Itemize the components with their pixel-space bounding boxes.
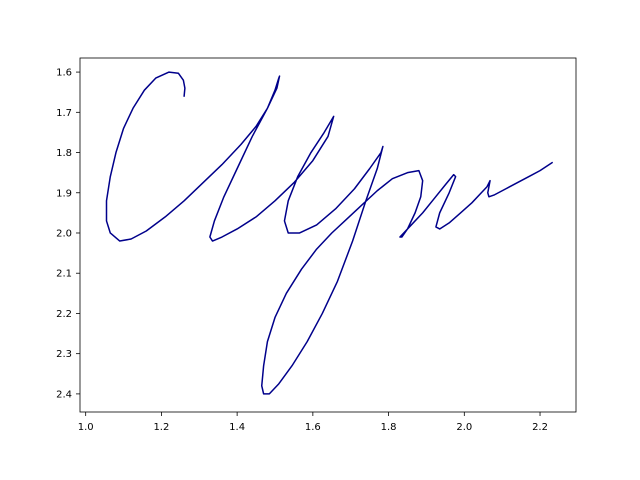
x-tick-label: 1.2 [153, 422, 169, 433]
y-tick-label: 2.1 [56, 269, 72, 280]
x-tick-label: 1.4 [229, 422, 245, 433]
y-tick-label: 2.0 [56, 228, 72, 239]
y-tick-label: 1.7 [56, 108, 72, 119]
plot-frame [79, 57, 577, 413]
x-tick-label: 2.2 [532, 422, 548, 433]
y-tick-label: 2.2 [56, 309, 72, 320]
x-tick-label: 1.8 [381, 422, 397, 433]
x-tick-label: 1.0 [78, 422, 94, 433]
y-tick-label: 1.6 [56, 68, 72, 79]
y-tick-label: 2.4 [56, 389, 72, 400]
series-line [105, 71, 553, 395]
plot-area-background [80, 58, 576, 412]
x-tick-label: 2.0 [456, 422, 472, 433]
y-tick-label: 1.8 [56, 148, 72, 159]
x-axis: 1.0 1.2 1.4 1.6 1.8 2.0 2.2 [78, 412, 548, 433]
y-tick-label: 2.3 [56, 349, 72, 360]
x-tick-label: 1.6 [305, 422, 321, 433]
y-tick-label: 1.9 [56, 188, 72, 199]
y-axis: 1.6 1.7 1.8 1.9 2.0 2.1 2.2 2.3 2.4 [56, 68, 80, 400]
